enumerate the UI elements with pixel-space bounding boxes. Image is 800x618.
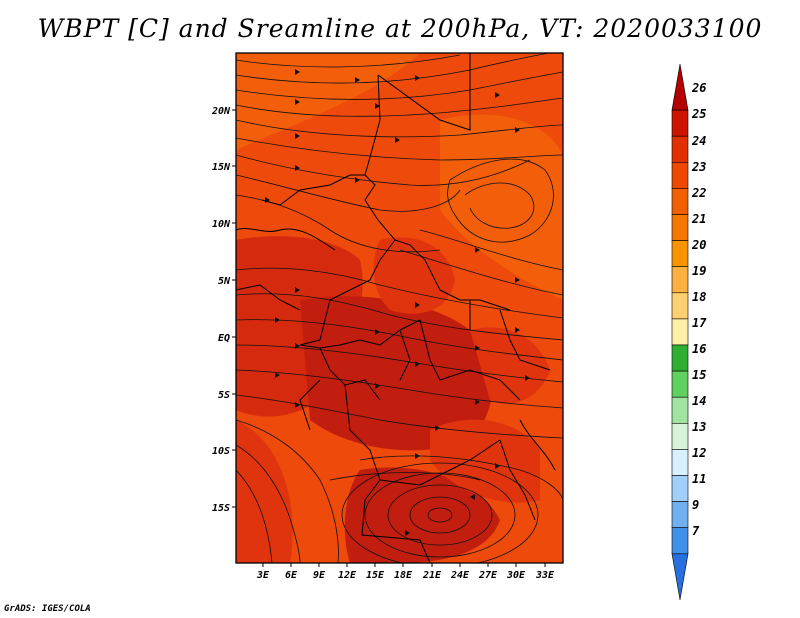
lat-label: 10N	[212, 219, 231, 230]
colorbar-label: 19	[692, 264, 706, 278]
lon-label: 15E	[366, 570, 385, 581]
map-frame	[235, 52, 564, 564]
lat-labels: 20N 15N 10N 5N EQ 5S 10S 15S	[211, 106, 231, 514]
colorbar-label: 25	[691, 107, 706, 121]
lat-label: 5N	[218, 276, 231, 287]
lon-label: 24E	[450, 570, 470, 581]
colorbar-label: 18	[692, 290, 706, 304]
colorbar-swatch	[671, 214, 689, 241]
colorbar-swatch	[671, 527, 689, 555]
colorbar-label: 22	[691, 186, 706, 200]
lon-ticks	[262, 563, 546, 567]
colorbar-swatch	[671, 344, 689, 372]
lon-labels: 3E 6E 9E 12E 15E 18E 21E 24E 27E 30E 33E	[256, 570, 555, 581]
colorbar-label: 9	[692, 498, 699, 512]
lon-label: 6E	[285, 570, 298, 581]
colorbar-swatch	[671, 188, 689, 215]
streamlines	[236, 53, 563, 563]
colorbar-swatch	[671, 162, 689, 189]
colorbar-swatch	[671, 109, 689, 137]
colorbar-label: 11	[692, 472, 706, 486]
colorbar-swatch	[671, 422, 689, 450]
colorbar-swatch	[671, 135, 689, 163]
lat-label: EQ	[218, 333, 230, 344]
colorbar-label: 15	[692, 368, 706, 382]
lon-label: 9E	[313, 570, 326, 581]
colorbar-swatch	[671, 370, 689, 398]
colorbar-swatch	[671, 449, 689, 476]
lon-label: 21E	[422, 570, 442, 581]
colorbar-bottom-triangle	[671, 553, 689, 600]
colorbar-label: 17	[692, 316, 707, 330]
lon-label: 18E	[394, 570, 413, 581]
lon-label: 3E	[256, 570, 270, 581]
map-title: WBPT [C] and Sreamline at 200hPa, VT: 20…	[37, 14, 763, 43]
lat-ticks	[232, 109, 236, 508]
colorbar-label: 12	[692, 446, 706, 460]
lon-label: 30E	[506, 570, 526, 581]
lon-label: 12E	[338, 570, 357, 581]
stream-arrows	[265, 69, 530, 536]
lat-label: 20N	[211, 106, 231, 117]
lon-label: 27E	[478, 570, 498, 581]
country-borders	[236, 53, 556, 563]
colorbar-label: 7	[692, 524, 700, 538]
lat-label: 15S	[212, 503, 230, 514]
colorbar-label: 14	[692, 394, 706, 408]
colorbar-label: 21	[691, 212, 706, 226]
lon-label: 33E	[535, 570, 555, 581]
colorbar-swatch	[671, 292, 689, 320]
colorbar-label: 24	[691, 134, 706, 148]
colorbar-label: 23	[691, 160, 706, 174]
colorbar-labels: 26 25 24 23 22 21 20 19 18 17 16 15 14 1…	[691, 81, 707, 538]
colorbar-label: 26	[691, 81, 706, 95]
colorbar-label: 13	[692, 420, 706, 434]
colorbar-top-triangle	[671, 63, 689, 111]
colorbar-swatch	[671, 475, 689, 502]
colorbar-swatch	[671, 396, 689, 424]
colorbar-label: 20	[691, 238, 706, 252]
colorbar-swatch	[671, 240, 689, 268]
colorbar	[671, 63, 689, 600]
colorbar-swatch	[671, 501, 689, 529]
lat-label: 15N	[212, 162, 231, 173]
colorbar-swatch	[671, 318, 689, 346]
lat-label: 5S	[218, 390, 230, 401]
lat-label: 10S	[212, 446, 230, 457]
grads-credit: GrADS: IGES/COLA	[4, 604, 91, 614]
colorbar-swatch	[671, 266, 689, 294]
colorbar-label: 16	[692, 342, 706, 356]
